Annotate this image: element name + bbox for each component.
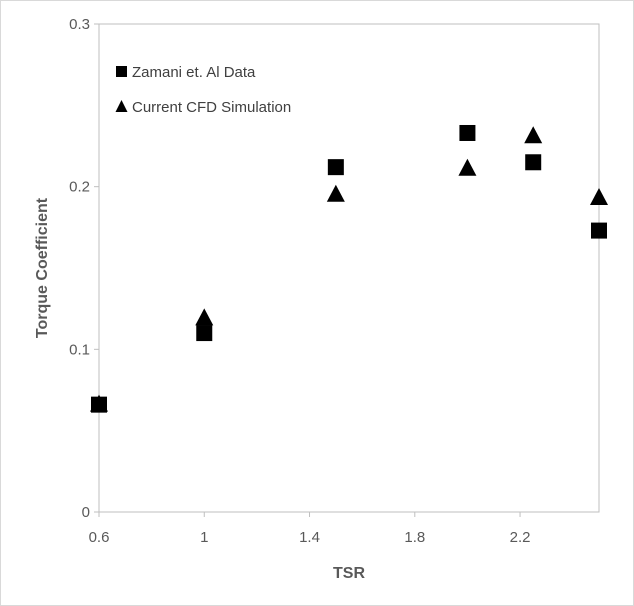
x-axis-ticks: 0.6 1 1.4 1.8 2.2 (89, 512, 531, 546)
legend-marker-square (116, 66, 127, 77)
y-axis-ticks: 0 0.1 0.2 0.3 (69, 16, 99, 521)
x-tick-label: 1.8 (404, 529, 425, 546)
data-point-square (459, 124, 476, 141)
y-tick-label: 0 (82, 504, 90, 521)
y-tick-label: 0.3 (69, 16, 90, 33)
data-point-triangle (90, 394, 108, 412)
x-tick-label: 1.4 (299, 529, 320, 546)
data-points (90, 124, 608, 413)
data-point-triangle (195, 308, 214, 326)
y-axis-title: Torque Coefficient (34, 197, 51, 338)
data-point-triangle (326, 184, 345, 202)
x-tick-label: 2.2 (510, 529, 531, 546)
data-point-square (525, 154, 542, 171)
data-point-triangle (458, 158, 477, 176)
legend-label-series-2: Current CFD Simulation (132, 99, 291, 116)
data-point-triangle (524, 126, 543, 144)
data-point-square (327, 159, 344, 176)
legend: Zamani et. Al Data Current CFD Simulatio… (115, 64, 291, 116)
data-point-triangle (590, 188, 608, 206)
plot-area (98, 23, 600, 513)
y-tick-label: 0.2 (69, 179, 90, 196)
legend-marker-triangle (115, 100, 128, 112)
legend-label-series-1: Zamani et. Al Data (132, 64, 256, 81)
data-point-square (196, 325, 213, 342)
data-point-square (591, 222, 607, 239)
x-axis-title: TSR (333, 565, 365, 582)
y-tick-label: 0.1 (69, 341, 90, 358)
x-tick-label: 0.6 (89, 529, 110, 546)
x-tick-label: 1 (200, 529, 208, 546)
